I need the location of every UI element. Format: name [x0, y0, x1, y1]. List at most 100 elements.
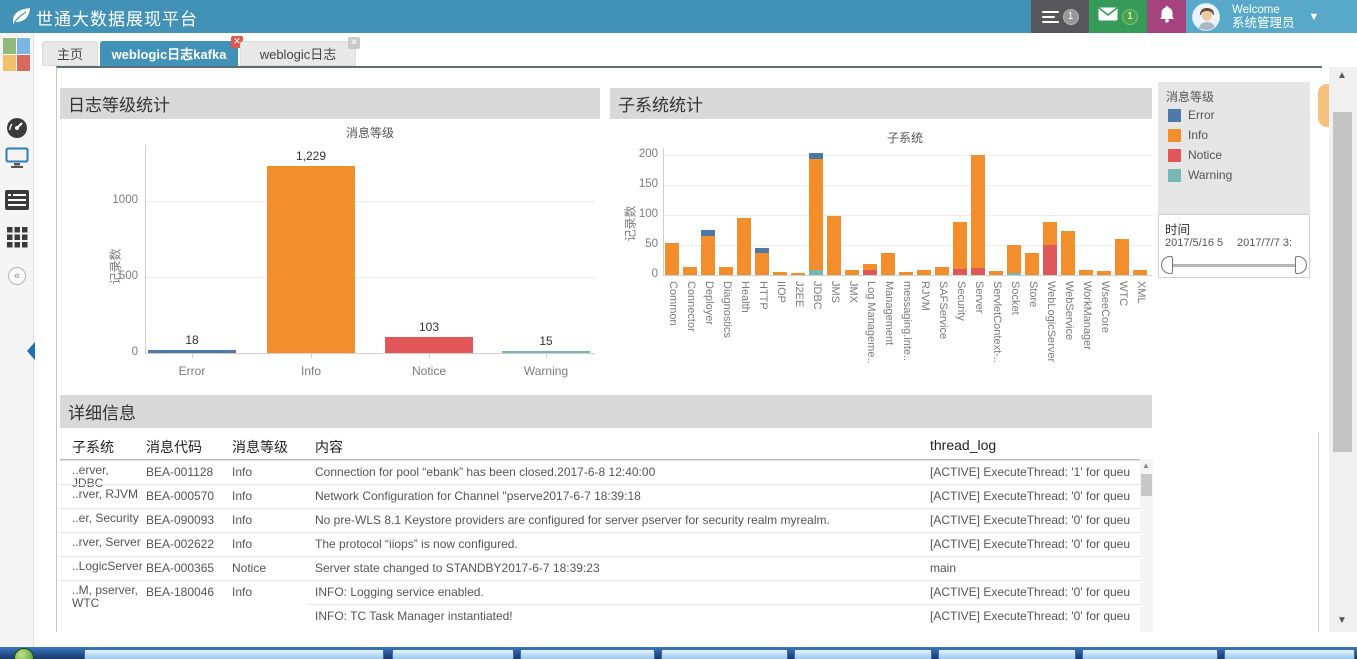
tab-home[interactable]: 主页 — [42, 41, 98, 66]
tab-weblogic[interactable]: weblogic日志 ✕ — [240, 37, 360, 66]
tab-weblogic-kafka[interactable]: weblogic日志kafka ✕ — [100, 36, 243, 66]
stacked-bar-weblogicserver[interactable] — [1043, 222, 1057, 245]
stacked-bar-store[interactable] — [1025, 252, 1039, 275]
bar-notice[interactable] — [385, 337, 473, 353]
stacked-bar-security[interactable] — [953, 222, 967, 269]
stacked-bar-workmanager[interactable] — [1079, 270, 1093, 275]
stacked-bar-wseecore[interactable] — [1097, 270, 1111, 275]
sidebar-item-logs-active[interactable] — [0, 187, 35, 360]
table-row[interactable]: ..rver, Server BEA-002622 Info The protocol… — [60, 532, 1152, 556]
stacked-bar-safservice[interactable] — [935, 267, 949, 275]
stacked-bar-wtc[interactable] — [1115, 239, 1129, 275]
legend-item-notice[interactable]: Notice — [1168, 148, 1222, 162]
taskbar-button[interactable] — [392, 649, 514, 659]
stacked-bar-http[interactable] — [755, 252, 769, 275]
table-cell: Connection for pool “ebank” has been clo… — [315, 465, 656, 479]
table-scrollbar-thumb[interactable] — [1141, 474, 1152, 496]
stacked-bar-deployer[interactable] — [701, 230, 715, 236]
sidebar-item-monitor[interactable] — [0, 145, 34, 175]
right-chart-title: 子系统 — [886, 131, 923, 145]
sidebar-item-grid[interactable] — [0, 225, 34, 255]
legend-item-warning[interactable]: Warning — [1168, 168, 1232, 182]
table-row[interactable]: ..er, Security BEA-090093 Info No pre-WLS 8… — [60, 508, 1152, 532]
notifications-button[interactable] — [1147, 0, 1186, 33]
stacked-bar-diagnostics[interactable] — [719, 267, 733, 275]
stacked-bar-management[interactable] — [881, 252, 895, 275]
stacked-bar-log-manageme-[interactable] — [863, 264, 877, 271]
stacked-bar-jdbc[interactable] — [809, 153, 823, 160]
taskbar-button[interactable] — [1224, 649, 1355, 659]
stacked-bar-security[interactable] — [953, 269, 967, 275]
mail-button[interactable]: 1 — [1089, 0, 1147, 33]
stacked-bar-servletcontext-[interactable] — [989, 270, 1003, 275]
tab-label: weblogic日志kafka — [111, 47, 227, 62]
detail-panel-header: 详细信息 — [60, 395, 1152, 428]
menu-badge: 1 — [1062, 8, 1079, 25]
legend-item-info[interactable]: Info — [1168, 128, 1208, 142]
sidebar-collapse-button[interactable]: « — [0, 261, 34, 291]
bar-value-label: 103 — [418, 320, 440, 335]
scroll-up-icon[interactable]: ▲ — [1337, 70, 1347, 81]
x-category-label: ServletContext-.. — [991, 281, 1003, 363]
start-orb-icon[interactable] — [14, 648, 34, 659]
stacked-bar-socket[interactable] — [1007, 245, 1021, 273]
app-title: 世通大数据展现平台 — [36, 10, 198, 29]
table-row[interactable]: ..erver, JDBC BEA-001128 Info Connection fo… — [60, 460, 1152, 490]
time-start-value: 2017/5/16 5 — [1165, 237, 1224, 249]
taskbar-button[interactable] — [661, 649, 788, 659]
bar-error[interactable] — [148, 350, 236, 353]
top-header: 世通大数据展现平台 1 1 Welcome 系统管理员 ▼ — [0, 0, 1357, 33]
stacked-bar-server[interactable] — [971, 267, 985, 275]
taskbar-button[interactable] — [1082, 649, 1218, 659]
page-scrollbar-thumb[interactable] — [1333, 112, 1352, 452]
stacked-bar-jdbc[interactable] — [809, 159, 823, 271]
stacked-bar-weblogicserver[interactable] — [1043, 245, 1057, 275]
scroll-up-icon[interactable]: ▲ — [1142, 461, 1150, 470]
table-row[interactable]: ..LogicServer BEA-000365 Notice Server stat… — [60, 556, 1152, 580]
sidebar-item-dashboard[interactable] — [0, 115, 34, 145]
stacked-bar-socket[interactable] — [1007, 272, 1021, 275]
gridline — [663, 185, 1152, 186]
menu-button[interactable]: 1 — [1031, 0, 1089, 33]
time-slider-handle-start[interactable] — [1161, 256, 1173, 274]
bar-warning[interactable] — [502, 350, 590, 353]
squares-logo-icon[interactable] — [3, 38, 31, 72]
time-slider-handle-end[interactable] — [1295, 256, 1307, 274]
x-category-label: Log Manageme.. — [865, 281, 877, 364]
stacked-bar-messaging-inte-[interactable] — [899, 272, 913, 275]
taskbar-button[interactable] — [794, 649, 932, 659]
time-slider-track[interactable] — [1167, 264, 1301, 267]
stacked-bar-j2ee[interactable] — [791, 272, 805, 275]
scroll-down-icon[interactable]: ▼ — [1337, 615, 1347, 626]
taskbar-button[interactable] — [520, 649, 655, 659]
stacked-bar-rjvm[interactable] — [917, 270, 931, 275]
welcome-line1: Welcome — [1232, 3, 1280, 16]
page-scrollbar[interactable]: ▲ ▼ — [1329, 67, 1357, 632]
stacked-bar-connector[interactable] — [683, 267, 697, 275]
stacked-bar-jms[interactable] — [827, 216, 841, 275]
stacked-bar-jmx[interactable] — [845, 270, 859, 275]
legend-item-error[interactable]: Error — [1168, 108, 1215, 122]
stacked-bar-webservice[interactable] — [1061, 231, 1075, 275]
table-scrollbar[interactable]: ▲ — [1140, 459, 1153, 632]
table-row[interactable]: INFO: TC Task Manager instantiated! [ACTI… — [60, 604, 1152, 628]
stacked-bar-server[interactable] — [971, 155, 985, 268]
taskbar-button[interactable] — [84, 649, 384, 659]
y-tick-label: 50 — [645, 238, 658, 250]
legend-title: 消息等级 — [1166, 90, 1215, 104]
stacked-bar-http[interactable] — [755, 248, 769, 253]
close-tab-icon[interactable]: ✕ — [348, 37, 360, 49]
stacked-bar-jdbc[interactable] — [809, 270, 823, 275]
stacked-bar-iiop[interactable] — [773, 272, 787, 275]
taskbar-button[interactable] — [938, 649, 1076, 659]
bar-info[interactable] — [267, 166, 355, 353]
stacked-bar-health[interactable] — [737, 218, 751, 275]
stacked-bar-xml[interactable] — [1133, 270, 1147, 275]
stacked-bar-log-manageme-[interactable] — [863, 270, 877, 275]
stacked-bar-common[interactable] — [665, 243, 679, 275]
stacked-bar-deployer[interactable] — [701, 236, 715, 275]
x-category-label: JDBC — [811, 281, 823, 310]
table-row[interactable]: ..M, pserver, WTC BEA-180046 Info INFO: Log… — [60, 580, 1152, 610]
user-menu[interactable]: Welcome 系统管理员 ▼ — [1186, 0, 1357, 33]
table-row[interactable]: ..rver, RJVM BEA-000570 Info Network Config… — [60, 484, 1152, 508]
